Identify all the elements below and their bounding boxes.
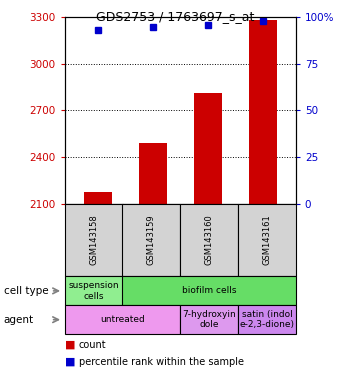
Bar (84, 192, 112, 204)
Text: cell type: cell type (4, 286, 48, 296)
Text: GDS2753 / 1763697_s_at: GDS2753 / 1763697_s_at (96, 10, 254, 23)
Text: agent: agent (4, 314, 34, 325)
Text: GSM143159: GSM143159 (147, 215, 156, 265)
Bar (249, 20, 276, 204)
Text: satin (indol
e-2,3-dione): satin (indol e-2,3-dione) (239, 310, 294, 329)
Text: 7-hydroxyin
dole: 7-hydroxyin dole (182, 310, 236, 329)
Text: GSM143158: GSM143158 (89, 215, 98, 265)
Text: count: count (79, 340, 106, 350)
Text: untreated: untreated (100, 315, 145, 324)
Text: percentile rank within the sample: percentile rank within the sample (79, 357, 244, 367)
Text: ■: ■ (65, 357, 75, 367)
Bar (139, 143, 167, 204)
Text: suspension
cells: suspension cells (68, 281, 119, 301)
Text: biofilm cells: biofilm cells (182, 286, 236, 295)
Bar (194, 93, 222, 204)
Text: GSM143160: GSM143160 (205, 215, 214, 265)
Text: GSM143161: GSM143161 (262, 215, 271, 265)
Text: ■: ■ (65, 340, 75, 350)
